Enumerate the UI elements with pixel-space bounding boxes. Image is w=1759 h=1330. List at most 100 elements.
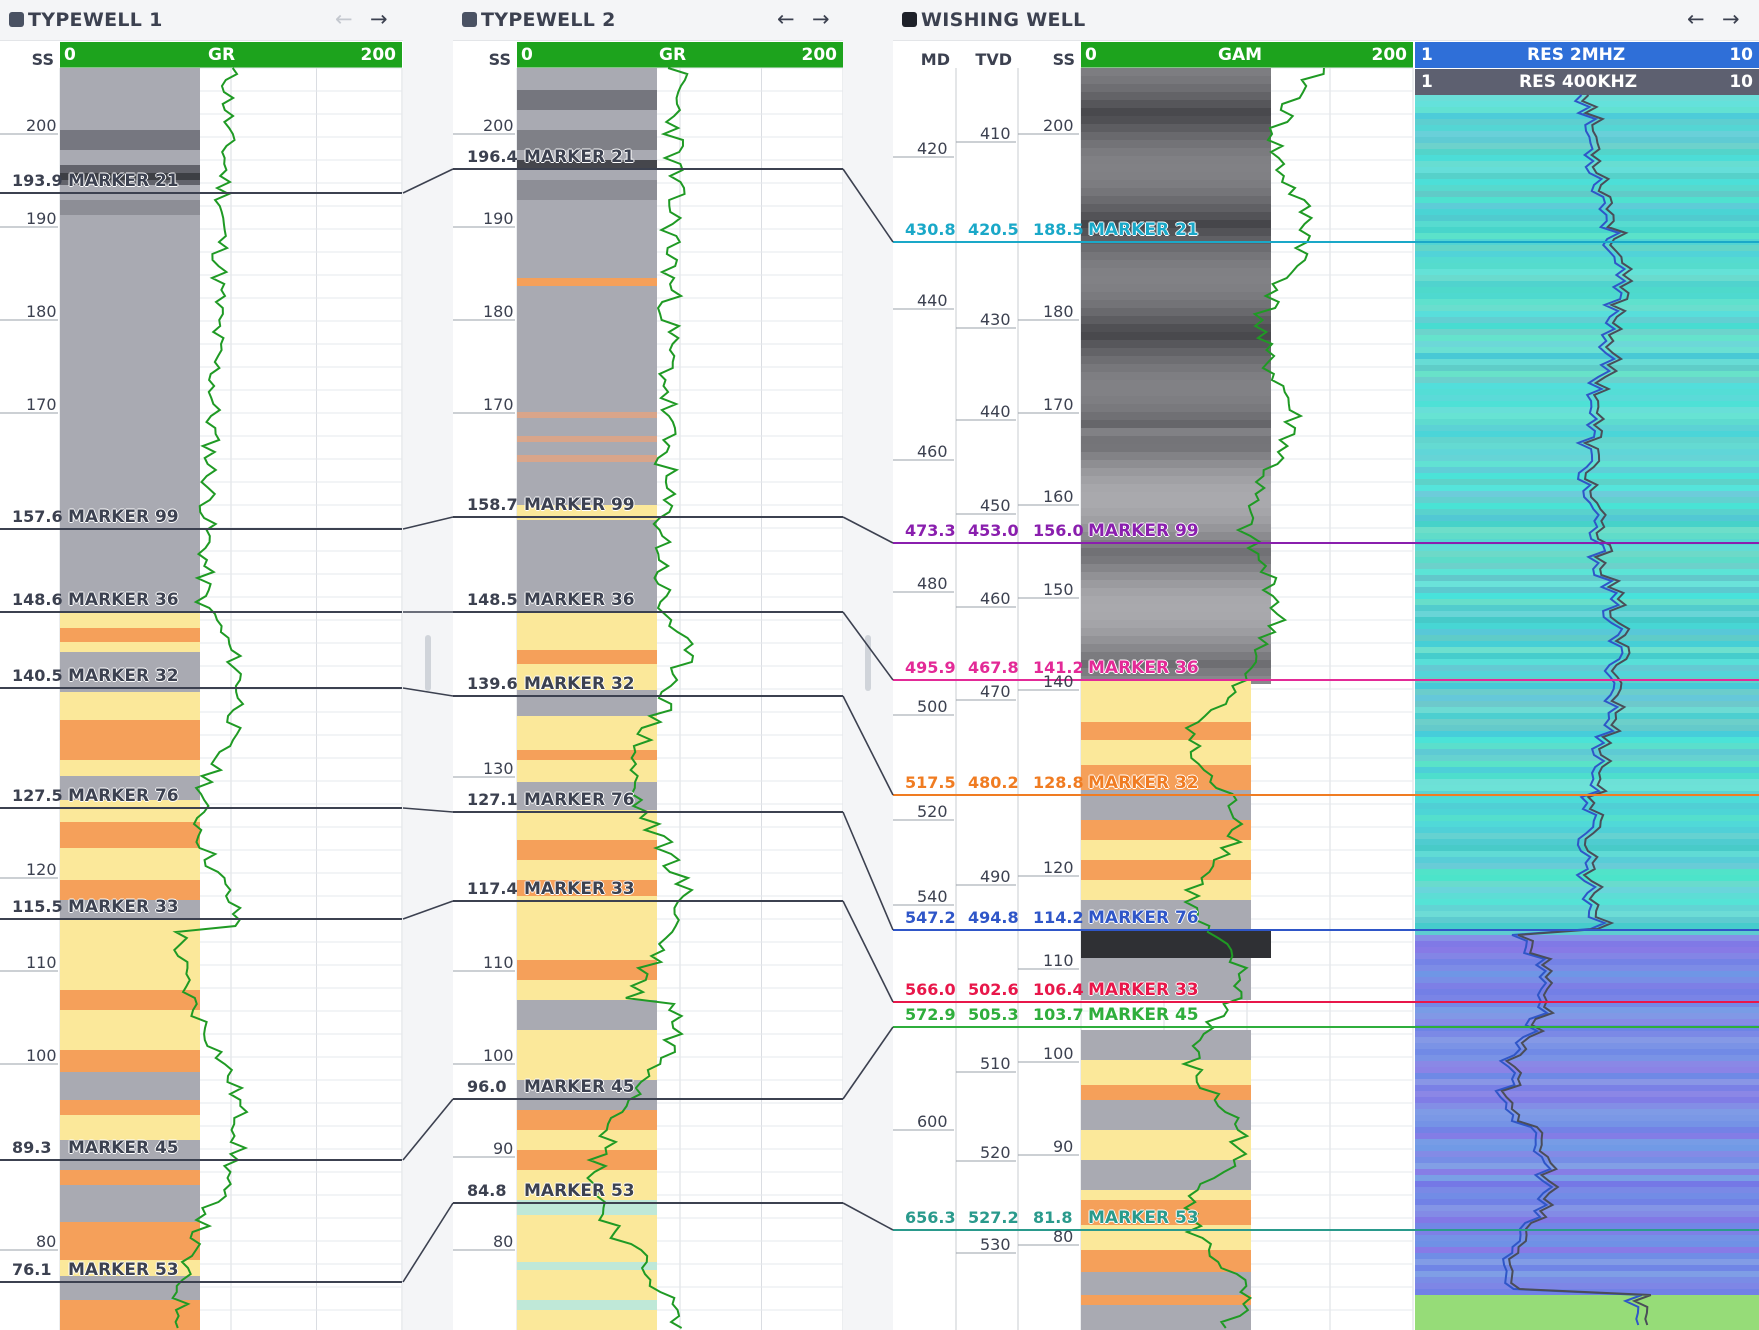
resize-handle[interactable]	[425, 635, 431, 691]
lithology-band	[517, 960, 657, 980]
lithology-band	[60, 173, 200, 180]
resistivity-band	[1415, 941, 1759, 947]
resistivity-band	[1415, 1007, 1759, 1013]
lithology-band	[1081, 92, 1271, 100]
lithology-band	[60, 1140, 200, 1170]
ss-depth-column: SS	[453, 42, 517, 1330]
resistivity-band	[1415, 323, 1759, 329]
lithology-band	[60, 776, 200, 800]
lithology-band	[1081, 1160, 1251, 1190]
lithology-band	[517, 180, 657, 200]
lithology-band	[60, 822, 200, 848]
lithology-band	[517, 278, 657, 286]
resistivity-band	[1415, 425, 1759, 431]
resistivity-band	[1415, 623, 1759, 629]
lithology-band	[1081, 260, 1271, 268]
lithology-band	[517, 1215, 657, 1262]
arrow-left-icon[interactable]: ←	[1687, 7, 1705, 31]
resistivity-band	[1415, 995, 1759, 1001]
resistivity-band	[1415, 1121, 1759, 1127]
typewell-2-title: TYPEWELL 2	[481, 9, 616, 31]
resistivity-band	[1415, 1025, 1759, 1031]
lithology-band	[1081, 540, 1271, 548]
resistivity-band	[1415, 1271, 1759, 1277]
res-400khz-scale-min: 1	[1421, 72, 1433, 92]
lithology-band	[517, 1150, 657, 1170]
arrow-right-icon[interactable]: →	[1722, 7, 1740, 31]
resistivity-band	[1415, 809, 1759, 815]
resistivity-band	[1415, 377, 1759, 383]
lithology-band	[1081, 820, 1251, 840]
lithology-band	[517, 896, 657, 905]
lithology-band	[1081, 164, 1271, 172]
resistivity-band	[1415, 1217, 1759, 1223]
lithology-band	[1081, 196, 1271, 204]
lithology-band	[60, 692, 200, 720]
resistivity-band	[1415, 527, 1759, 533]
panel-gap-2	[843, 0, 893, 1330]
lithology-band	[1081, 1085, 1251, 1100]
resistivity-band	[1415, 239, 1759, 245]
typewell-1-panel: TYPEWELL 1 ← → SS 0 GR 200	[0, 0, 403, 1330]
lithology-band	[60, 1170, 200, 1185]
lithology-band	[1081, 612, 1271, 620]
lithology-band	[517, 1262, 657, 1270]
resistivity-band	[1415, 869, 1759, 875]
resistivity-band	[1415, 119, 1759, 125]
lithology-band	[60, 990, 200, 1010]
lithology-band	[1081, 76, 1271, 84]
resistivity-band	[1415, 113, 1759, 119]
resistivity-band	[1415, 1205, 1759, 1211]
gr-scale-max: 200	[801, 45, 838, 65]
resistivity-band	[1415, 1259, 1759, 1265]
lithology-band	[60, 1115, 200, 1140]
lithology-band	[1081, 316, 1271, 324]
lithology-band	[517, 1200, 657, 1215]
lithology-band	[1081, 604, 1271, 612]
resistivity-band	[1415, 491, 1759, 497]
resistivity-band	[1415, 1199, 1759, 1205]
resistivity-band	[1415, 653, 1759, 659]
arrow-left-icon[interactable]: ←	[335, 7, 353, 31]
lithology-band	[1081, 284, 1271, 292]
lithology-band	[1081, 212, 1271, 220]
resistivity-band	[1415, 797, 1759, 803]
lithology-band	[1081, 460, 1271, 468]
resistivity-band	[1415, 395, 1759, 401]
resistivity-band	[1415, 1019, 1759, 1025]
gr-scale-min: 0	[64, 45, 76, 65]
arrow-left-icon[interactable]: ←	[777, 7, 795, 31]
resistivity-band	[1415, 1289, 1759, 1295]
lithology-band	[1081, 268, 1271, 276]
resistivity-band	[1415, 1013, 1759, 1019]
lithology-band	[1081, 1305, 1251, 1330]
lithology-band	[517, 690, 657, 716]
resistivity-band	[1415, 827, 1759, 833]
lithology-band	[1081, 148, 1271, 156]
arrow-right-icon[interactable]: →	[370, 7, 388, 31]
resistivity-band	[1415, 1247, 1759, 1253]
resistivity-band	[1415, 101, 1759, 107]
lithology-band	[517, 505, 657, 520]
resistivity-band	[1415, 1265, 1759, 1271]
resize-handle[interactable]	[865, 635, 871, 691]
lithology-band	[1081, 156, 1271, 164]
resistivity-band	[1415, 173, 1759, 179]
resistivity-band	[1415, 1169, 1759, 1175]
gr-scale-name: GR	[659, 45, 687, 65]
square-icon	[902, 12, 917, 27]
resistivity-band	[1415, 605, 1759, 611]
lithology-band	[517, 860, 657, 880]
lithology-band	[1081, 68, 1271, 76]
arrow-right-icon[interactable]: →	[812, 7, 830, 31]
gr-scale-max: 200	[360, 45, 397, 65]
lithology-band	[60, 848, 200, 880]
gr-scale-name: GR	[208, 45, 236, 65]
lithology-band	[1081, 356, 1271, 364]
resistivity-band	[1415, 1313, 1759, 1319]
lithology-band	[1081, 1250, 1251, 1272]
lithology-band	[1081, 930, 1271, 958]
lithology-band	[517, 980, 657, 1000]
resistivity-band	[1415, 95, 1759, 101]
lithology-band	[60, 1300, 200, 1330]
